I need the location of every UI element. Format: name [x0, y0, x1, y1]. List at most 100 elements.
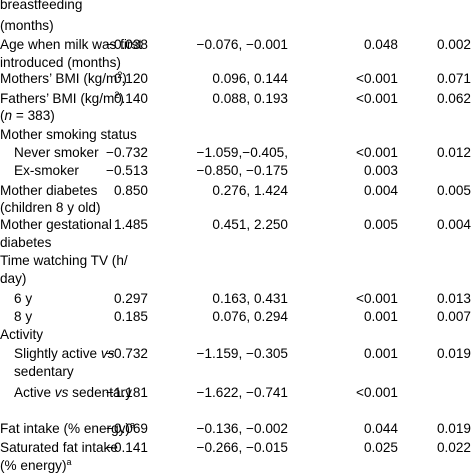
row-label: Ex-smoker — [14, 162, 79, 180]
p-value-cell: 0.004 — [363, 183, 398, 198]
row-label: 6 y — [14, 290, 32, 308]
row-label-text: = 383) — [12, 108, 55, 123]
row-label-superscript: a — [129, 420, 135, 430]
row-label-text: Mother gestational — [0, 217, 112, 232]
row-label-text: 6 y — [14, 291, 33, 306]
row-label: introduced (months) — [0, 54, 121, 72]
row-label-suffix: ) — [122, 71, 127, 86]
estimate-cell: −0.732 — [106, 346, 148, 361]
row-label-text: Fat intake (% energy) — [0, 421, 130, 436]
row-label: Mother diabetes — [0, 182, 97, 200]
table-row: Mothers’ BMI (kg/m2) 0.120 0.096, 0.144 <0.… — [0, 70, 474, 88]
p-value-adjusted-cell: 0.005 — [436, 183, 471, 198]
table-row: Fathers’ BMI (kg/m2) 0.140 0.088, 0.193 <0.… — [0, 90, 474, 108]
row-label-superscript: a — [66, 457, 72, 467]
row-label-text: Never smoker — [14, 145, 99, 160]
confidence-interval-cell: 0.088, 0.193 — [212, 91, 288, 106]
table-row: Ex-smoker −0.513 −0.850, −0.175 0.003 — [0, 162, 474, 180]
row-label: Never smoker — [14, 144, 99, 162]
confidence-interval-cell: 0.096, 0.144 — [212, 71, 288, 86]
estimate-cell: 1.485 — [113, 217, 148, 232]
confidence-interval-cell: 0.276, 1.424 — [212, 183, 288, 198]
p-value-adjusted-cell: 0.062 — [436, 91, 471, 106]
estimate-cell: −0.732 — [106, 145, 148, 160]
p-value-adjusted-cell: 0.012 — [436, 145, 471, 160]
row-label-text: Mother diabetes — [0, 183, 98, 198]
row-label: Slightly active vs — [14, 345, 114, 363]
row-label-text: (children 8 y old) — [0, 200, 101, 215]
estimate-cell: 0.185 — [113, 309, 148, 324]
table-row: 6 y 0.297 0.163, 0.431 <0.001 0.013 — [0, 290, 474, 308]
row-label: Time watching TV (h/ — [0, 252, 128, 270]
table-row: sedentary — [0, 363, 474, 381]
row-label: Active vs sedentary — [14, 384, 132, 402]
row-label-text: Activity — [0, 327, 44, 342]
estimate-cell: −0.513 — [106, 163, 148, 178]
table-row: 8 y 0.185 0.076, 0.294 0.001 0.007 — [0, 308, 474, 326]
row-label: Activity — [0, 326, 43, 344]
estimate-cell: 0.850 — [113, 183, 148, 198]
table-row: breastfeeding — [0, 0, 474, 14]
estimate-cell: 0.297 — [113, 291, 148, 306]
p-value-cell: 0.003 — [363, 163, 398, 178]
p-value-cell: <0.001 — [356, 91, 398, 106]
table-row: introduced (months) — [0, 54, 474, 72]
estimate-cell: 0.120 — [113, 71, 148, 86]
confidence-interval-cell: 0.163, 0.431 — [212, 291, 288, 306]
p-value-cell: 0.025 — [363, 440, 398, 455]
p-value-cell: <0.001 — [356, 385, 398, 400]
table-row: Slightly active vs −0.732 −1.159, −0.305 0.… — [0, 345, 474, 363]
row-label-text: sedentary — [68, 385, 132, 400]
estimate-cell: −0.069 — [106, 421, 148, 436]
table-row: Mother diabetes 0.850 0.276, 1.424 0.004 0.0… — [0, 182, 474, 200]
row-label-text: 8 y — [14, 309, 33, 324]
p-value-cell: 0.001 — [363, 309, 398, 324]
table-row: Saturated fat intake −0.141 −0.266, −0.015… — [0, 439, 474, 457]
row-label-italic: vs — [100, 346, 115, 361]
table-row: Activity — [0, 326, 474, 344]
table-row: day) — [0, 270, 474, 288]
p-value-adjusted-cell: 0.019 — [436, 421, 471, 436]
row-label-text: breastfeeding — [0, 0, 83, 12]
row-label: (n = 383) — [0, 107, 55, 125]
table-row: (% energy)a — [0, 457, 474, 474]
p-value-adjusted-cell: 0.019 — [436, 346, 471, 361]
row-label-italic: vs — [54, 385, 69, 400]
row-label-prefix: ( — [0, 108, 5, 123]
row-label-text: Mother smoking status — [0, 127, 137, 142]
confidence-interval-cell: 0.076, 0.294 — [212, 309, 288, 324]
confidence-interval-cell: −0.136, −0.002 — [196, 421, 288, 436]
p-value-adjusted-cell: 0.013 — [436, 291, 471, 306]
confidence-interval-cell: −1.622, −0.741 — [196, 385, 288, 400]
row-label: Age when milk was first — [0, 36, 142, 54]
confidence-interval-cell: 0.451, 2.250 — [212, 217, 288, 232]
table-row: (n = 383) — [0, 107, 474, 125]
row-label-superscript: 2 — [114, 90, 120, 100]
row-label-text: (months) — [0, 18, 54, 33]
row-label-text: (% energy) — [0, 458, 67, 473]
table-row: Fat intake (% energy)a −0.069 −0.136, −0.0… — [0, 420, 474, 438]
confidence-interval-cell: −0.850, −0.175 — [196, 163, 288, 178]
table-row: Time watching TV (h/ — [0, 252, 474, 270]
row-label-text: Ex-smoker — [14, 163, 79, 178]
confidence-interval-cell: −0.266, −0.015 — [196, 440, 288, 455]
row-label: (children 8 y old) — [0, 199, 101, 217]
row-label: Mother gestational — [0, 216, 112, 234]
row-label: (months) — [0, 17, 54, 35]
row-label-text: Time watching TV (h/ — [0, 253, 128, 268]
row-label: diabetes — [0, 234, 51, 252]
row-label: day) — [0, 270, 26, 288]
estimate-cell: −0.141 — [106, 440, 148, 455]
p-value-adjusted-cell: 0.002 — [436, 37, 471, 52]
row-label-text: Fathers’ BMI (kg/m — [0, 91, 115, 106]
row-label-superscript: 2 — [117, 70, 123, 80]
row-label: Saturated fat intake — [0, 439, 118, 457]
row-label-text: Saturated fat intake — [0, 440, 118, 455]
table-row: Never smoker −0.732 −1.059,−0.405, <0.001 0.… — [0, 144, 474, 162]
table-row: Mother gestational 1.485 0.451, 2.250 0.005… — [0, 216, 474, 234]
row-label: Fathers’ BMI (kg/m2) — [0, 90, 124, 108]
row-label: sedentary — [14, 363, 74, 381]
p-value-adjusted-cell: 0.071 — [436, 71, 471, 86]
row-label: (% energy)a — [0, 457, 72, 474]
